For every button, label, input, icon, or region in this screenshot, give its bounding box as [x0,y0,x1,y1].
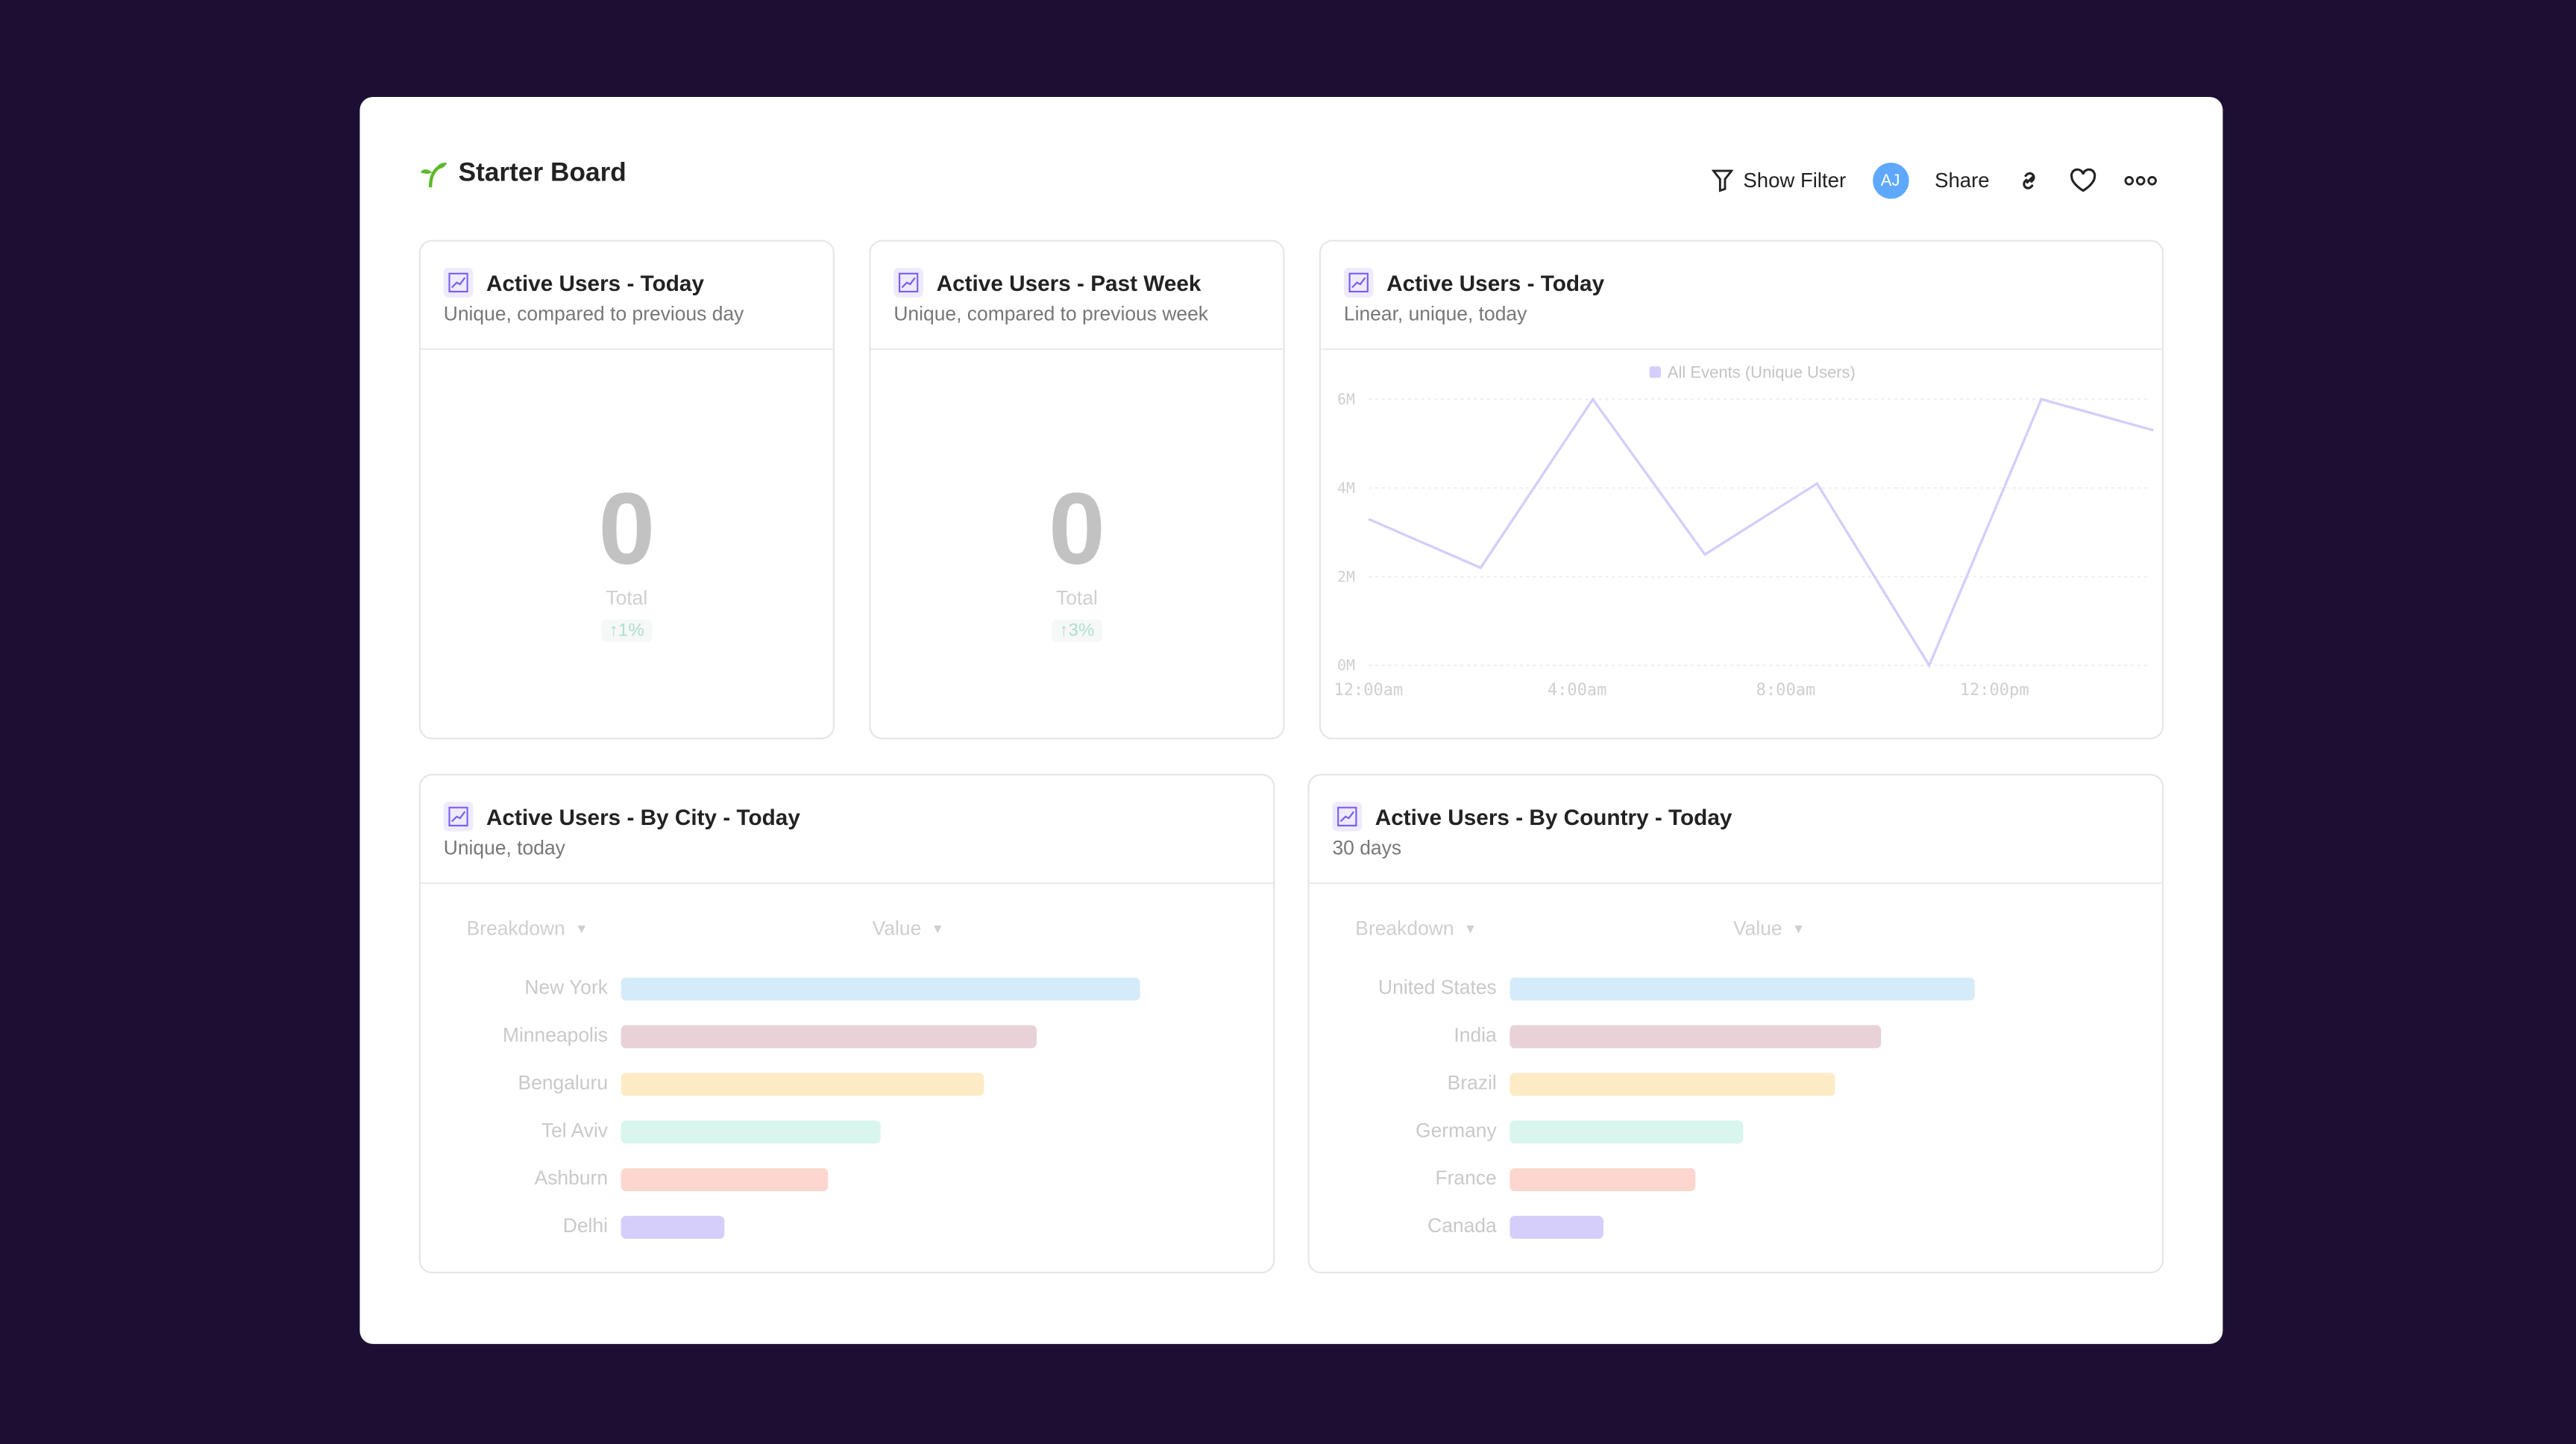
kpi-label: Total [1055,586,1098,610]
line-chart: All Events (Unique Users) 0M 2M 4M 6M 12:00am… [1334,363,2154,700]
chart-icon [1332,801,1363,832]
bar-label: Delhi [562,1214,609,1237]
value-label: Value [872,917,922,941]
bar [621,1025,1037,1049]
bar-row[interactable]: Ashburn [421,1166,1273,1192]
bar-row[interactable]: France [1310,1166,2162,1192]
x-tick-label: 12:00pm [1960,681,2029,700]
bar [621,1073,984,1096]
legend-label: All Events (Unique Users) [1668,363,1856,382]
bar-row[interactable]: Delhi [421,1214,1273,1239]
chart-icon [1343,268,1374,298]
breakdown-label: Breakdown [1355,917,1454,941]
y-tick-label: 0M [1337,657,1355,674]
country-bar-card[interactable]: Active Users - By Country - Today 30 day… [1307,773,2164,1274]
line-chart-card[interactable]: Active Users - Today Linear, unique, tod… [1319,239,2164,740]
chart-icon [893,268,923,298]
show-filter-button[interactable]: Show Filter [1712,169,1847,192]
breakdown-label: Breakdown [466,917,565,941]
y-tick-label: 2M [1337,568,1355,586]
caret-down-icon: ▼ [1463,920,1477,936]
kpi-card-today[interactable]: Active Users - Today Unique, compared to… [418,239,835,740]
bar [1510,1168,1696,1192]
bar [621,1168,829,1192]
heart-icon[interactable] [2068,168,2098,194]
bar-label: Minneapolis [502,1023,609,1047]
bar-label: Bengaluru [518,1071,609,1095]
x-tick-label: 4:00am [1548,681,1607,700]
breakdown-dropdown[interactable]: Breakdown ▼ [467,917,588,940]
bar-row[interactable]: Bengaluru [421,1071,1273,1096]
filter-icon [1712,169,1734,192]
card-title: Active Users - By Country - Today [1375,804,1732,829]
bar-label: New York [524,976,609,999]
bar-row[interactable]: India [1310,1023,2162,1049]
card-subtitle: Unique, compared to previous day [443,302,744,326]
card-title: Active Users - Today [1386,270,1605,295]
bar-row[interactable]: Germany [1310,1119,2162,1144]
card-subtitle: Linear, unique, today [1343,302,1527,326]
sprout-icon [420,163,447,188]
card-title: Active Users - Past Week [936,270,1201,295]
chart-icon [443,268,474,298]
link-icon[interactable] [2016,168,2042,194]
caret-down-icon: ▼ [1791,920,1806,936]
bar-label: United States [1378,976,1497,999]
chart-icon [443,801,474,832]
caret-down-icon: ▼ [575,920,588,936]
bar-row[interactable]: New York [421,976,1273,1001]
bar-label: Brazil [1447,1071,1497,1095]
bar [621,977,1140,1001]
card-title: Active Users - Today [486,270,705,295]
bar-row[interactable]: Canada [1310,1214,2162,1239]
bar [621,1216,725,1239]
bar-row[interactable]: Brazil [1310,1071,2162,1096]
bar [1510,1073,1835,1096]
show-filter-label: Show Filter [1743,169,1847,192]
value-label: Value [1732,917,1782,941]
bar-label: India [1454,1023,1497,1047]
dashboard-board: Starter Board Show Filter AJ Share Activ… [359,96,2223,1344]
kpi-label: Total [606,586,648,610]
y-tick-label: 6M [1337,391,1355,408]
legend-swatch [1649,366,1662,378]
card-subtitle: Unique, today [443,836,565,860]
card-subtitle: 30 days [1332,836,1402,860]
avatar[interactable]: AJ [1872,163,1909,199]
series-line [1368,397,2154,668]
card-subtitle: Unique, compared to previous week [893,302,1209,326]
kpi-delta-badge: ↑3% [1051,619,1103,643]
breakdown-dropdown[interactable]: Breakdown ▼ [1355,917,1477,940]
bar-label: Germany [1416,1119,1497,1142]
share-button[interactable]: Share [1935,169,1990,192]
bar-row[interactable]: Tel Aviv [421,1119,1273,1144]
bar-label: Ashburn [534,1166,609,1190]
bar-label: France [1435,1166,1497,1190]
bar [1510,977,1975,1001]
bar [1510,1025,1882,1049]
x-tick-label: 8:00am [1756,681,1816,700]
bar-row[interactable]: United States [1310,976,2162,1001]
y-tick-label: 4M [1337,480,1355,497]
card-title: Active Users - By City - Today [486,804,800,829]
kpi-value: 0 [598,473,656,587]
bar-row[interactable]: Minneapolis [421,1023,1273,1049]
value-dropdown[interactable]: Value ▼ [873,917,944,940]
bar [1510,1216,1603,1239]
caret-down-icon: ▼ [931,920,945,936]
x-tick-label: 12:00am [1334,681,1404,700]
board-title-text: Starter Board [458,159,626,188]
kpi-card-past-week[interactable]: Active Users - Past Week Unique, compare… [869,239,1285,740]
more-icon[interactable] [2124,174,2157,187]
bar-label: Tel Aviv [541,1119,609,1142]
bar [621,1120,881,1144]
kpi-delta-badge: ↑1% [600,619,653,643]
bar-label: Canada [1427,1214,1497,1237]
bar [1510,1120,1743,1144]
city-bar-card[interactable]: Active Users - By City - Today Unique, t… [418,773,1275,1274]
board-title: Starter Board [419,160,626,189]
value-dropdown[interactable]: Value ▼ [1733,917,1805,940]
kpi-value: 0 [1048,473,1105,587]
